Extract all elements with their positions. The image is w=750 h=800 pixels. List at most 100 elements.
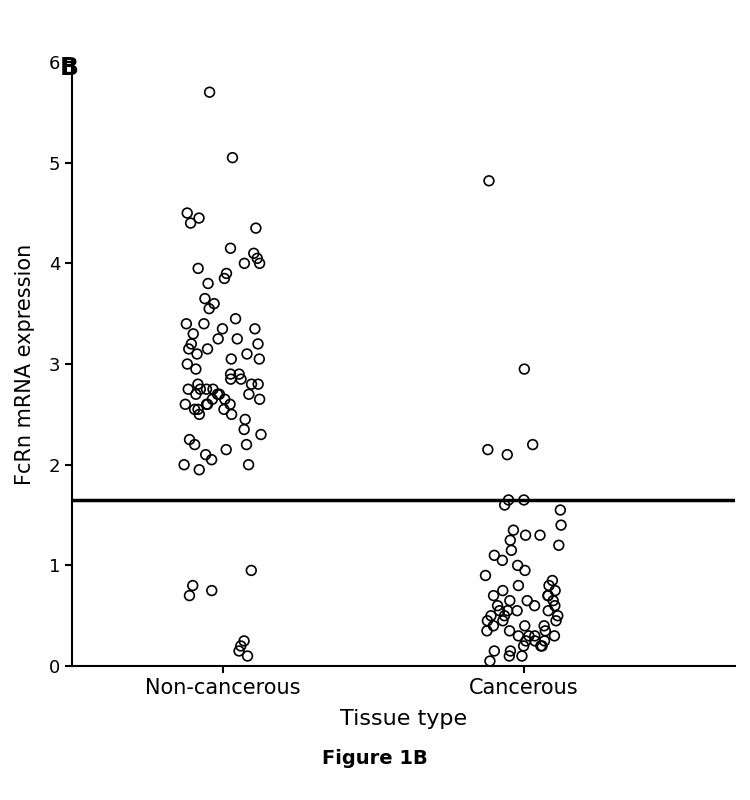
Point	[254, 393, 266, 406]
X-axis label: Tissue type: Tissue type	[340, 709, 467, 729]
Point	[254, 257, 266, 270]
Point	[182, 358, 194, 370]
Point	[504, 534, 516, 546]
Point	[252, 338, 264, 350]
Point	[518, 362, 530, 375]
Text: Figure 1B: Figure 1B	[322, 749, 428, 768]
Point	[202, 342, 214, 355]
Point	[182, 206, 194, 219]
Point	[529, 630, 541, 642]
Point	[482, 443, 494, 456]
Point	[519, 564, 531, 577]
Point	[519, 619, 531, 632]
Point	[483, 174, 495, 187]
Point	[520, 529, 532, 542]
Point	[512, 579, 524, 592]
Point	[200, 383, 212, 396]
Point	[188, 327, 200, 340]
Point	[250, 222, 262, 234]
Point	[484, 654, 496, 667]
Point	[235, 373, 247, 386]
Point	[217, 322, 229, 335]
Point	[190, 362, 202, 375]
Point	[198, 318, 210, 330]
Point	[499, 498, 511, 511]
Point	[503, 650, 515, 662]
Point	[206, 584, 218, 597]
Point	[225, 373, 237, 386]
Point	[190, 388, 202, 401]
Y-axis label: FcRn mRNA expression: FcRn mRNA expression	[15, 243, 35, 485]
Point	[206, 454, 218, 466]
Point	[245, 564, 257, 577]
Point	[254, 353, 266, 366]
Point	[203, 302, 215, 315]
Point	[211, 388, 223, 401]
Point	[553, 539, 565, 552]
Point	[488, 619, 500, 632]
Point	[536, 639, 548, 652]
Point	[535, 639, 547, 652]
Point	[241, 347, 253, 360]
Point	[202, 398, 214, 410]
Point	[503, 494, 515, 506]
Point	[194, 383, 206, 396]
Point	[245, 378, 257, 390]
Point	[521, 594, 533, 607]
Point	[482, 614, 494, 627]
Point	[488, 590, 500, 602]
Point	[208, 298, 220, 310]
Point	[543, 579, 555, 592]
Point	[518, 639, 530, 652]
Point	[230, 312, 242, 325]
Point	[251, 252, 263, 265]
Point	[520, 634, 532, 647]
Point	[239, 413, 251, 426]
Point	[494, 604, 506, 617]
Point	[252, 378, 264, 390]
Point	[499, 610, 511, 622]
Point	[549, 599, 561, 612]
Point	[194, 463, 206, 476]
Point	[505, 645, 517, 658]
Point	[485, 610, 497, 622]
Point	[184, 590, 196, 602]
Point	[481, 625, 493, 638]
Point	[226, 151, 238, 164]
Point	[503, 625, 515, 638]
Point	[501, 448, 513, 461]
Point	[178, 458, 190, 471]
Point	[548, 630, 560, 642]
Point	[187, 579, 199, 592]
Text: B: B	[60, 56, 79, 80]
Point	[491, 599, 503, 612]
Point	[231, 333, 243, 346]
Point	[218, 272, 230, 285]
Point	[546, 574, 558, 587]
Point	[194, 408, 206, 421]
Point	[192, 403, 204, 416]
Point	[206, 393, 218, 406]
Point	[242, 650, 254, 662]
Point	[249, 322, 261, 335]
Point	[200, 448, 211, 461]
Point	[180, 318, 192, 330]
Point	[496, 584, 508, 597]
Point	[224, 242, 236, 254]
Point	[238, 634, 250, 647]
Point	[552, 610, 564, 622]
Point	[214, 388, 226, 401]
Point	[488, 549, 500, 562]
Point	[192, 378, 204, 390]
Point	[512, 630, 524, 642]
Point	[241, 438, 253, 451]
Point	[225, 353, 237, 366]
Point	[526, 438, 538, 451]
Point	[193, 212, 205, 225]
Point	[529, 599, 541, 612]
Point	[207, 383, 219, 396]
Point	[238, 423, 250, 436]
Point	[502, 604, 514, 617]
Point	[224, 398, 236, 410]
Point	[479, 569, 491, 582]
